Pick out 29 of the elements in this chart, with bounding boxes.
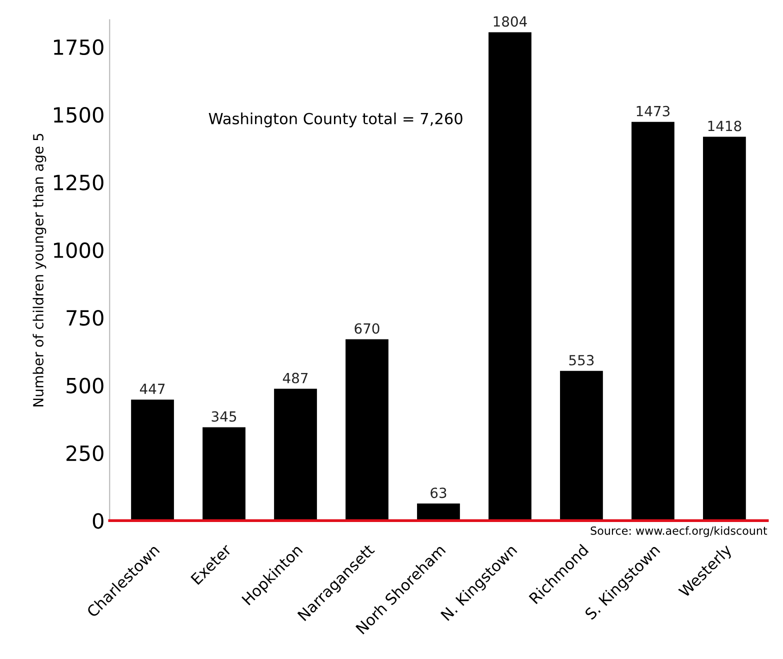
- y-axis-title: Number of children younger than age 5: [32, 134, 46, 406]
- data-label: 447: [140, 384, 165, 394]
- y-tick-label: 500: [66, 378, 104, 394]
- bar: [703, 136, 746, 521]
- source-note: Source: www.aecf.org/kidscount: [590, 526, 768, 538]
- data-label: 345: [212, 411, 236, 422]
- y-tick-label: 750: [66, 310, 104, 326]
- y-tick-label: 1000: [54, 242, 104, 258]
- data-label: 63: [430, 488, 446, 498]
- bar: [202, 427, 246, 521]
- bar: [488, 32, 532, 521]
- bar: [632, 122, 674, 521]
- data-label: 670: [354, 323, 380, 334]
- bar: [417, 504, 460, 521]
- y-tick-label: 1750: [54, 39, 104, 56]
- y-tick-label: 250: [66, 445, 104, 462]
- data-label: 1418: [708, 120, 742, 132]
- bar: [131, 400, 174, 521]
- data-label: 553: [569, 354, 594, 366]
- y-tick-label: 1250: [54, 174, 104, 190]
- y-tick-label: 0: [92, 513, 104, 529]
- bar: [560, 370, 603, 521]
- bar: [274, 388, 317, 521]
- data-label: 1804: [494, 16, 527, 27]
- data-label: 1473: [636, 106, 670, 116]
- annotation: Washington County total = 7,260: [208, 112, 462, 128]
- data-label: 487: [282, 372, 308, 384]
- y-tick-label: 1500: [54, 106, 104, 123]
- bar: [346, 339, 388, 521]
